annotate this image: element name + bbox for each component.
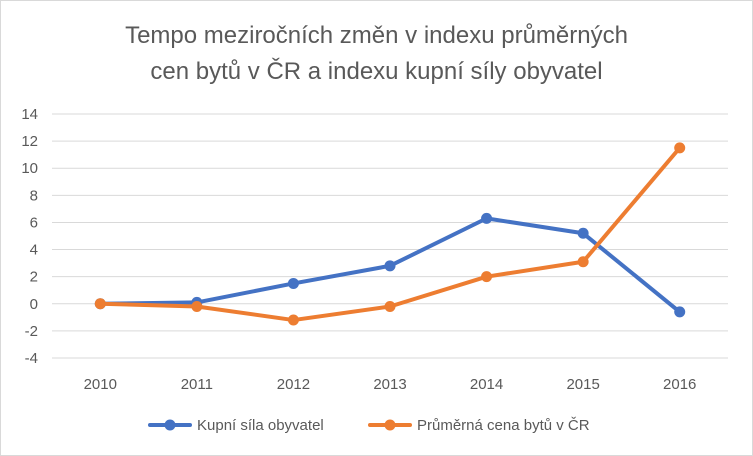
series-2-point [481, 271, 493, 283]
x-tick-label: 2010 [84, 376, 117, 393]
x-tick-label: 2013 [373, 376, 406, 393]
series-2-point [384, 300, 396, 312]
y-tick-label: 0 [30, 296, 38, 313]
series-1-point [287, 277, 299, 289]
y-tick-label: 4 [30, 242, 38, 259]
y-tick-label: 2 [30, 269, 38, 286]
y-tick-label: -2 [25, 323, 38, 340]
y-tick-label: 8 [30, 187, 38, 204]
x-tick-label: 2014 [470, 376, 503, 393]
series-2-point [191, 300, 203, 312]
legend-marker-2 [384, 419, 396, 431]
series-line-2 [98, 145, 682, 323]
chart-title-line-2: cen bytů v ČR a indexu kupní síly obyvat… [150, 58, 603, 85]
legend-label-2: Průměrná cena bytů v ČR [417, 417, 590, 434]
series-1-point [577, 227, 589, 239]
x-tick-label: 2011 [181, 376, 213, 393]
series-2-point [287, 314, 299, 326]
series-1-point [384, 260, 396, 272]
y-tick-label: 14 [21, 106, 38, 123]
series-2-point [94, 298, 106, 310]
series-2-point [577, 256, 589, 268]
chart-title: Tempo meziročních změn v indexu průměrný… [0, 18, 753, 90]
y-tick-label: 12 [21, 133, 38, 150]
series-2-point [674, 142, 686, 154]
y-tick-label: -4 [25, 350, 38, 367]
legend-label-1: Kupní síla obyvatel [197, 417, 324, 434]
x-tick-label: 2016 [663, 376, 696, 393]
series-1-point [674, 306, 686, 318]
chart-title-line-1: Tempo meziročních změn v indexu průměrný… [125, 22, 628, 49]
x-tick-label: 2012 [277, 376, 310, 393]
series-1-point [481, 212, 493, 224]
y-tick-label: 10 [21, 160, 38, 177]
y-tick-label: 6 [30, 214, 38, 231]
legend-marker-1 [164, 419, 176, 431]
x-tick-label: 2015 [566, 376, 599, 393]
